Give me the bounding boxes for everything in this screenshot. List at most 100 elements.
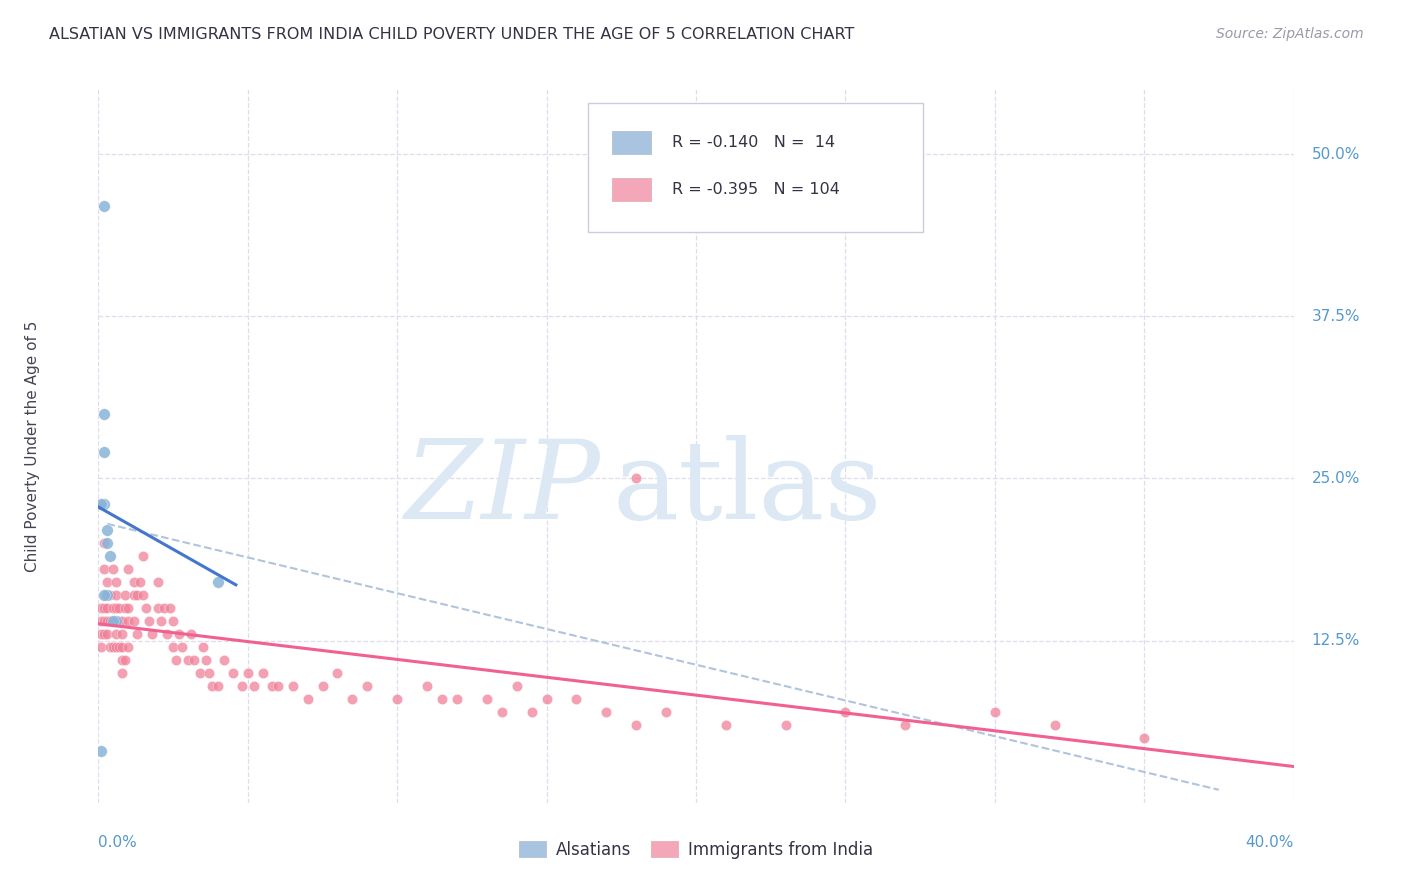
Point [111, 614, 134, 628]
Point [491, 705, 513, 719]
Point [167, 627, 190, 641]
Point [356, 679, 378, 693]
Point [655, 705, 678, 719]
Text: 25.0%: 25.0% [1312, 471, 1360, 486]
Point [105, 575, 128, 590]
Point [141, 627, 163, 641]
Point [111, 666, 134, 681]
Point [297, 692, 319, 706]
Point [207, 575, 229, 590]
Point [834, 705, 856, 719]
Point [222, 666, 245, 681]
Point [111, 627, 134, 641]
Point [194, 653, 218, 667]
Text: 40.0%: 40.0% [1246, 835, 1294, 850]
Point [114, 588, 136, 602]
Point [243, 679, 266, 693]
Point [108, 640, 131, 654]
Point [93, 614, 115, 628]
FancyBboxPatch shape [612, 131, 651, 154]
Point [93, 588, 115, 602]
Point [93, 627, 115, 641]
Text: 50.0%: 50.0% [1312, 146, 1360, 161]
Text: 37.5%: 37.5% [1312, 309, 1360, 324]
Point [138, 614, 160, 628]
Point [117, 601, 139, 615]
Text: atlas: atlas [612, 435, 882, 542]
Point [124, 614, 146, 628]
Point [124, 588, 146, 602]
Point [90, 614, 112, 628]
Point [96, 536, 118, 550]
Point [96, 524, 118, 538]
Point [117, 640, 139, 654]
Point [714, 718, 737, 732]
Point [177, 653, 200, 667]
Point [281, 679, 304, 693]
Text: ALSATIAN VS IMMIGRANTS FROM INDIA CHILD POVERTY UNDER THE AGE OF 5 CORRELATION C: ALSATIAN VS IMMIGRANTS FROM INDIA CHILD … [49, 27, 855, 42]
Point [191, 640, 214, 654]
Point [1133, 731, 1156, 745]
Point [135, 601, 157, 615]
Point [775, 718, 797, 732]
Point [148, 575, 170, 590]
Point [96, 588, 118, 602]
Point [124, 575, 146, 590]
Point [90, 601, 112, 615]
Point [98, 614, 122, 628]
Text: 0.0%: 0.0% [98, 835, 138, 850]
Point [231, 679, 253, 693]
Point [153, 601, 176, 615]
Point [267, 679, 290, 693]
Point [90, 497, 112, 511]
Point [172, 640, 194, 654]
FancyBboxPatch shape [588, 103, 922, 232]
Text: R = -0.140   N =  14: R = -0.140 N = 14 [672, 136, 835, 150]
Point [105, 601, 128, 615]
Point [90, 744, 112, 758]
Point [103, 614, 125, 628]
FancyBboxPatch shape [612, 178, 651, 201]
Point [103, 601, 125, 615]
Point [416, 679, 439, 693]
Point [129, 575, 152, 590]
Point [430, 692, 453, 706]
Point [96, 601, 118, 615]
Point [98, 640, 122, 654]
Point [212, 653, 235, 667]
Point [180, 627, 202, 641]
Text: R = -0.395   N = 104: R = -0.395 N = 104 [672, 182, 839, 196]
Point [105, 588, 128, 602]
Point [198, 666, 221, 681]
Point [93, 601, 115, 615]
Point [127, 588, 149, 602]
Point [103, 640, 125, 654]
Point [117, 562, 139, 576]
Point [117, 614, 139, 628]
Point [446, 692, 468, 706]
Point [148, 601, 170, 615]
Point [260, 679, 283, 693]
Point [150, 614, 173, 628]
Point [93, 445, 115, 459]
Point [252, 666, 274, 681]
Point [132, 549, 155, 564]
Point [93, 199, 115, 213]
Point [520, 705, 543, 719]
Point [506, 679, 529, 693]
Point [201, 679, 224, 693]
Point [96, 614, 118, 628]
Point [342, 692, 364, 706]
Point [96, 627, 118, 641]
Text: 12.5%: 12.5% [1312, 633, 1360, 648]
Point [894, 718, 917, 732]
Point [111, 653, 134, 667]
Point [165, 653, 187, 667]
Point [326, 666, 349, 681]
Point [475, 692, 498, 706]
Point [162, 614, 184, 628]
Point [90, 640, 112, 654]
Point [90, 627, 112, 641]
Point [385, 692, 409, 706]
Text: Source: ZipAtlas.com: Source: ZipAtlas.com [1216, 27, 1364, 41]
